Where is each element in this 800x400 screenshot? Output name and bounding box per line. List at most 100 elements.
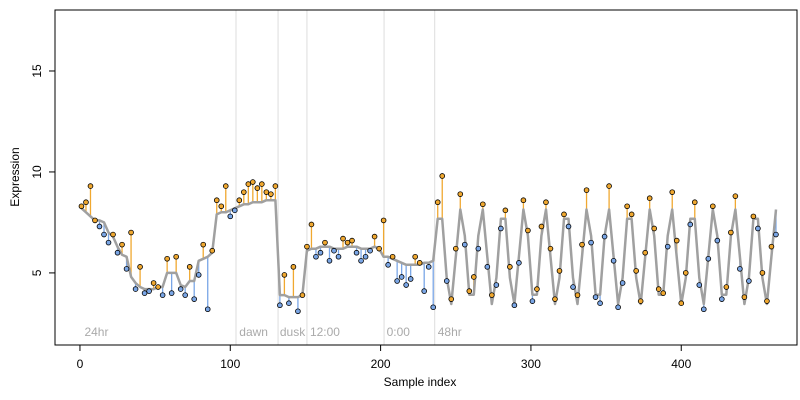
point: [340, 235, 346, 242]
point: [150, 280, 157, 286]
point: [430, 304, 437, 311]
point: [92, 217, 98, 224]
point: [195, 272, 202, 278]
point: [344, 239, 351, 246]
point: [105, 239, 112, 246]
x-tick-label: 100: [220, 357, 240, 371]
point: [204, 306, 211, 313]
point: [286, 300, 292, 307]
point: [425, 264, 432, 270]
point: [186, 264, 193, 270]
point: [556, 268, 563, 274]
point: [227, 213, 234, 220]
y-tick-label: 10: [30, 165, 44, 179]
point: [502, 207, 509, 214]
point: [299, 292, 306, 298]
point: [759, 270, 766, 276]
point: [746, 278, 752, 284]
point: [236, 197, 243, 204]
point: [380, 217, 387, 224]
point: [335, 253, 342, 260]
annotation: 24hr: [84, 325, 108, 339]
point: [624, 203, 630, 210]
point: [696, 282, 703, 288]
point: [155, 284, 161, 290]
point: [114, 249, 121, 256]
point: [516, 260, 522, 266]
point: [173, 253, 179, 260]
point: [241, 189, 247, 195]
point: [277, 302, 283, 309]
point: [583, 187, 590, 193]
point: [317, 249, 324, 256]
point: [448, 296, 455, 302]
point: [592, 294, 599, 300]
point: [642, 249, 648, 256]
x-tick-label: 400: [671, 357, 691, 371]
x-tick-label: 300: [521, 357, 541, 371]
point: [385, 262, 391, 268]
point: [159, 292, 166, 298]
point: [295, 308, 301, 315]
point: [507, 264, 513, 270]
point: [538, 223, 545, 230]
point: [416, 260, 423, 266]
point: [371, 233, 378, 240]
point: [673, 237, 680, 244]
point: [358, 257, 364, 264]
point: [443, 278, 450, 284]
point: [200, 241, 207, 248]
point: [520, 197, 527, 204]
point: [637, 298, 644, 304]
point: [96, 223, 103, 230]
point: [218, 203, 225, 210]
point: [146, 288, 152, 294]
point: [543, 199, 549, 206]
point: [164, 255, 170, 262]
point: [272, 183, 279, 189]
point: [83, 199, 89, 206]
point: [737, 266, 743, 272]
point: [331, 247, 337, 254]
annotation: dawn: [239, 325, 268, 339]
point: [646, 195, 653, 201]
point: [132, 286, 139, 292]
point: [182, 292, 188, 298]
point: [259, 181, 265, 187]
point: [475, 245, 482, 252]
point: [362, 253, 369, 260]
point: [123, 266, 130, 272]
point: [457, 191, 464, 197]
point: [723, 284, 730, 290]
point: [525, 227, 531, 234]
point: [664, 243, 671, 250]
point: [78, 203, 85, 210]
point: [691, 199, 698, 206]
point: [565, 223, 572, 230]
point: [322, 239, 328, 246]
annotation: 48hr: [438, 325, 462, 339]
point: [353, 249, 360, 256]
point: [633, 268, 639, 274]
point: [177, 286, 184, 292]
point: [110, 231, 116, 238]
point: [412, 253, 418, 260]
point: [87, 183, 94, 189]
point: [610, 257, 617, 264]
point: [222, 183, 229, 189]
point: [705, 255, 712, 262]
point: [489, 292, 495, 298]
point: [719, 296, 725, 302]
point: [628, 211, 635, 218]
point: [728, 229, 734, 236]
annotation: 12:00: [310, 325, 340, 339]
point: [245, 181, 252, 187]
point: [141, 290, 148, 296]
point: [191, 296, 198, 302]
point: [710, 203, 716, 210]
point: [304, 243, 310, 250]
x-tick-label: 200: [371, 357, 391, 371]
point: [493, 282, 500, 288]
